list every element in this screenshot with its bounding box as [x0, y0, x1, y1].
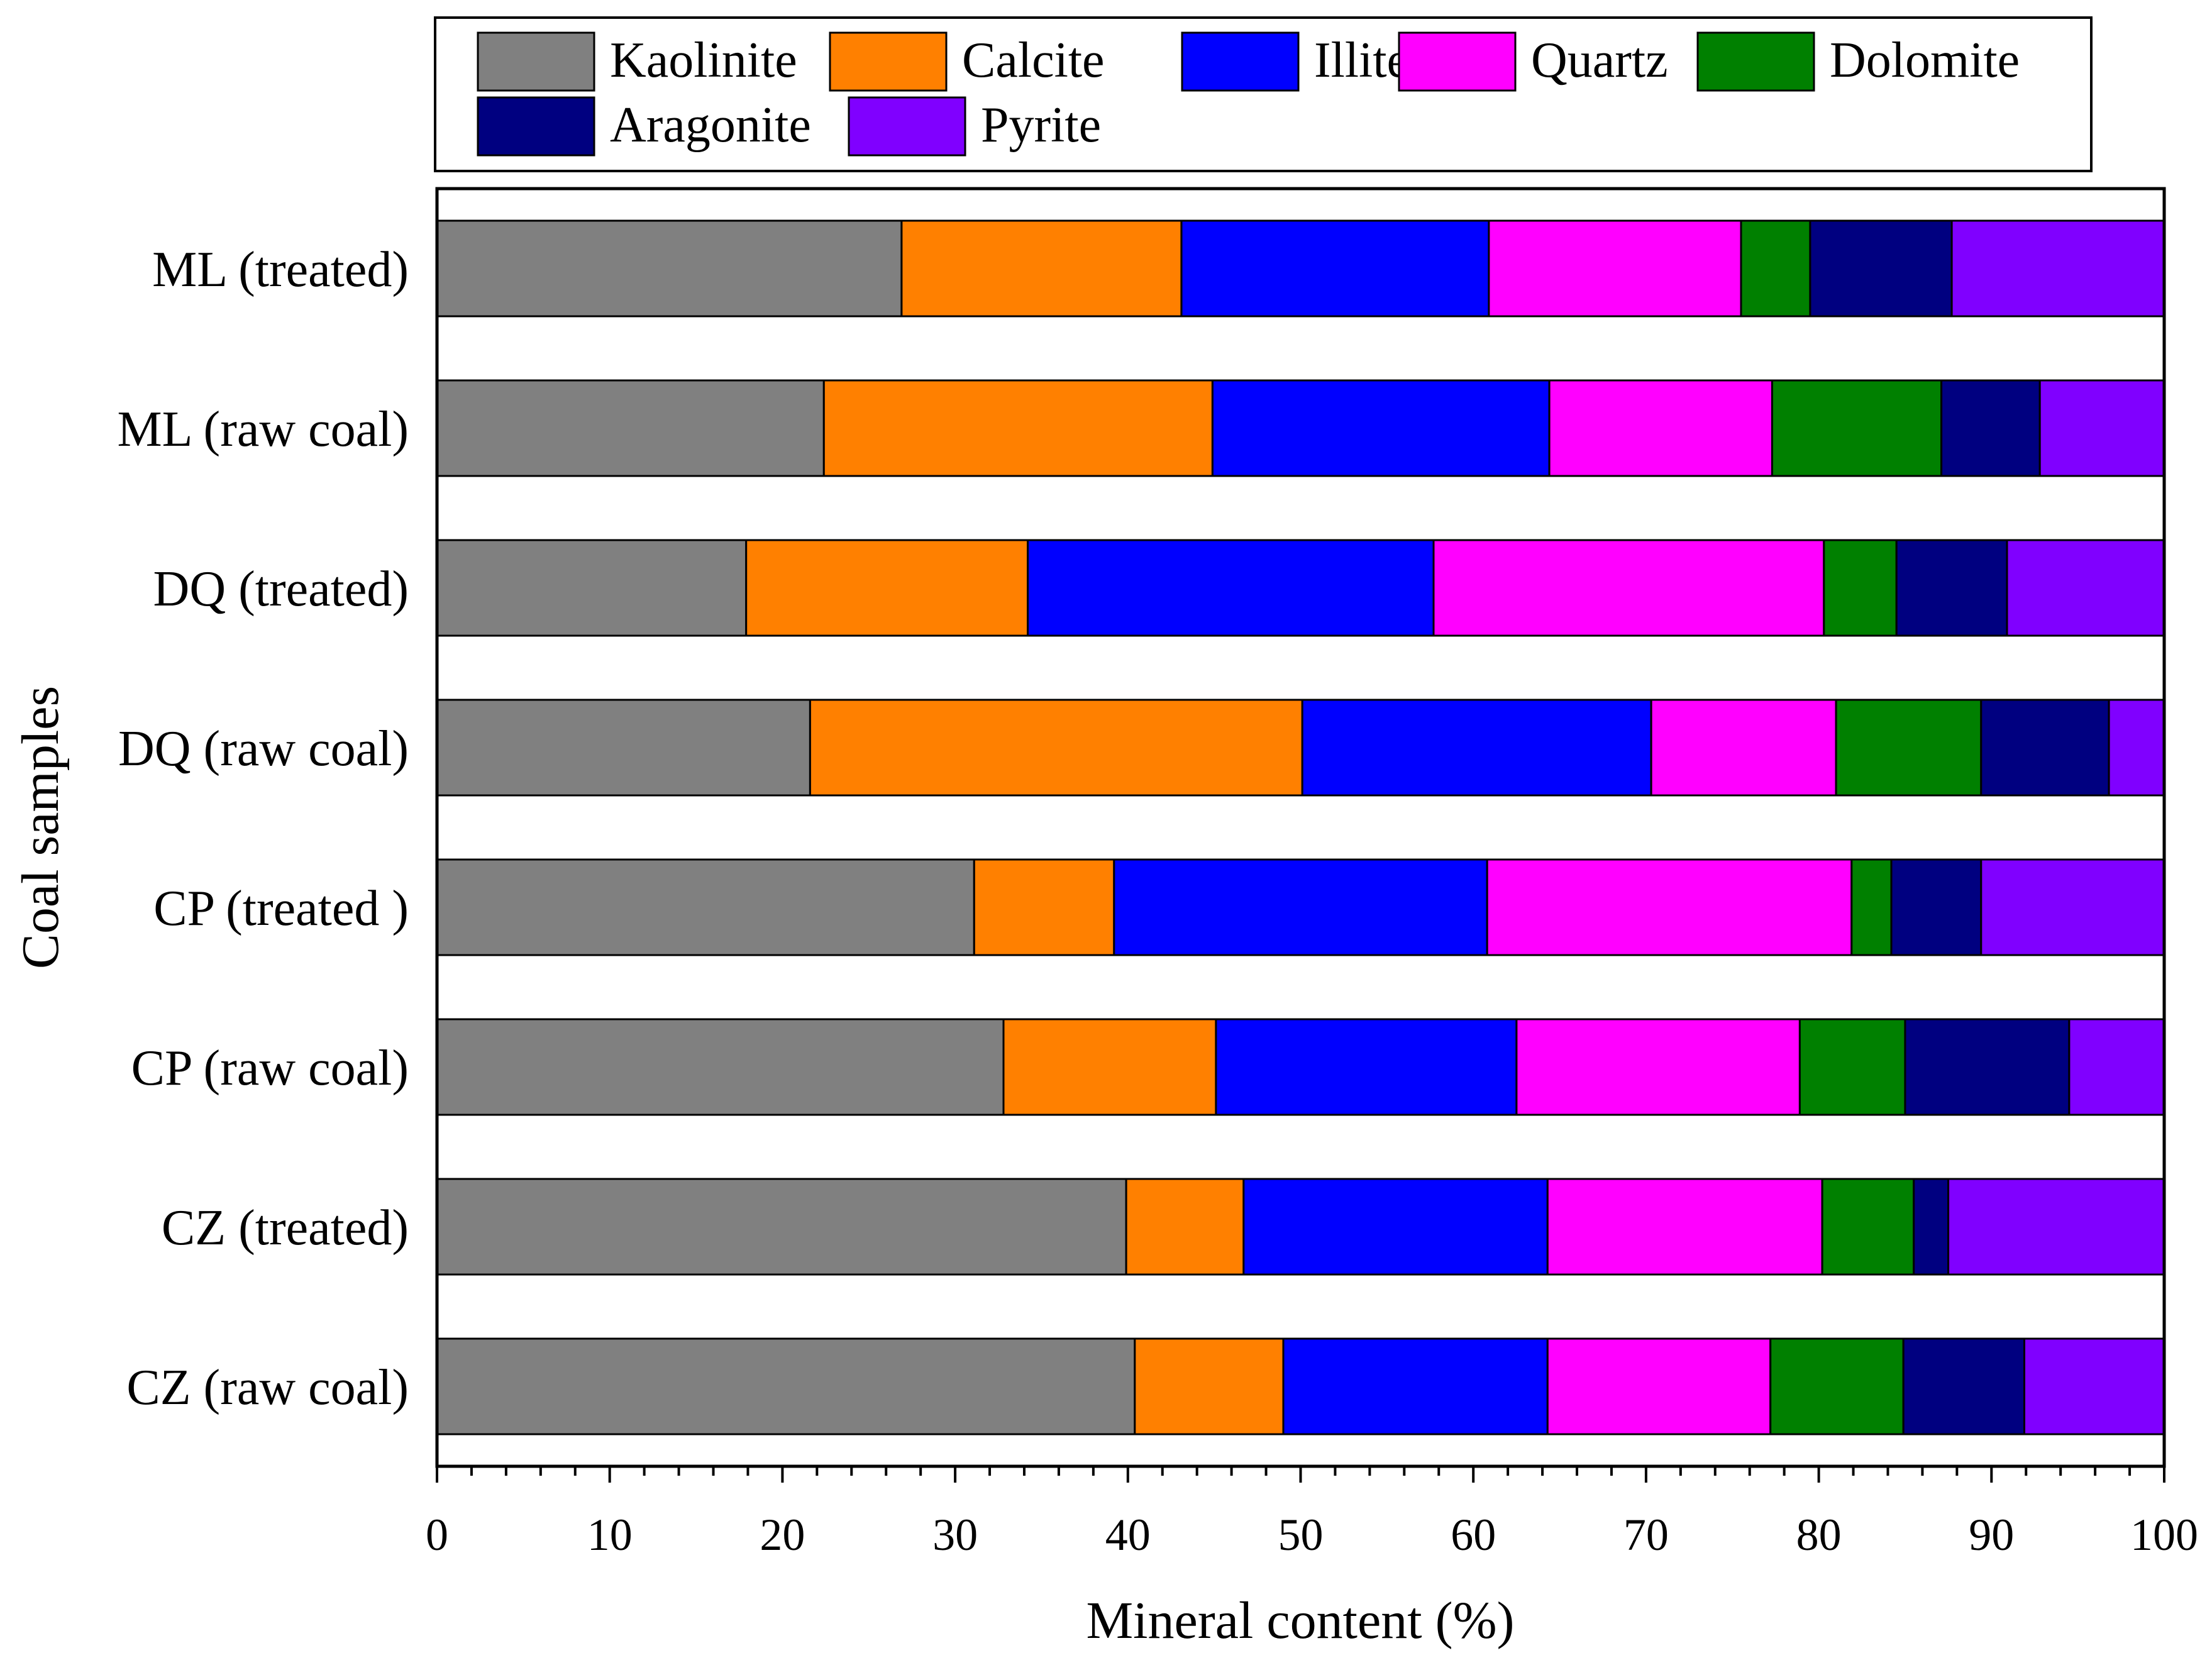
x-tick-label: 10: [587, 1510, 633, 1560]
legend-label-dolomite: Dolomite: [1830, 33, 2020, 88]
bar-cz-treated-kaolinite: [436, 1178, 1127, 1276]
bar-dq-treated-dolomite: [1823, 539, 1898, 637]
bar-dq-raw-coal-dolomite: [1835, 699, 1983, 797]
bar-cz-treated-quartz: [1546, 1178, 1823, 1276]
bar-dq-treated-pyrite: [2006, 539, 2165, 637]
legend-label-illite: Illite: [1314, 33, 1409, 88]
legend-label-quartz: Quartz: [1531, 33, 1668, 88]
y-axis-title: Coal samples: [11, 686, 70, 969]
legend-swatch-illite: [1181, 31, 1300, 92]
x-tick-label: 70: [1623, 1510, 1669, 1560]
legend-swatch-aragonite: [477, 96, 595, 157]
bar-cp-treated-aragonite: [1890, 858, 1983, 956]
legend-swatch-pyrite: [848, 96, 966, 157]
bar-dq-raw-coal-illite: [1301, 699, 1652, 797]
bar-cp-raw-coal-aragonite: [1904, 1018, 2071, 1116]
bar-cp-raw-coal-illite: [1215, 1018, 1518, 1116]
bar-ml-raw-coal-pyrite: [2038, 379, 2165, 477]
bar-dq-treated-aragonite: [1895, 539, 2008, 637]
x-tick-label: 40: [1105, 1510, 1151, 1560]
bar-cz-raw-coal-illite: [1282, 1337, 1549, 1435]
bar-cp-treated-illite: [1113, 858, 1488, 956]
bar-dq-raw-coal-pyrite: [2108, 699, 2165, 797]
bar-cp-treated-pyrite: [1980, 858, 2165, 956]
legend-label-kaolinite: Kaolinite: [610, 33, 797, 88]
bar-cz-treated-aragonite: [1913, 1178, 1950, 1276]
bar-ml-treated-aragonite: [1809, 219, 1953, 318]
y-tick-label: ML (treated): [152, 242, 409, 297]
bar-dq-treated-quartz: [1432, 539, 1825, 637]
bar-cp-treated-quartz: [1486, 858, 1853, 956]
bar-cz-raw-coal-calcite: [1134, 1337, 1285, 1435]
x-tick-label: 50: [1278, 1510, 1324, 1560]
legend-label-aragonite: Aragonite: [610, 97, 811, 153]
bar-ml-treated-kaolinite: [436, 219, 903, 318]
bar-ml-treated-dolomite: [1740, 219, 1811, 318]
bar-ml-treated-quartz: [1488, 219, 1742, 318]
x-axis: 0 10 20 30 40 50 60 70 80 90 100: [426, 1466, 2198, 1560]
bar-ml-raw-coal-calcite: [822, 379, 1214, 477]
x-tick-label: 90: [1969, 1510, 2014, 1560]
bar-cz-raw-coal-quartz: [1546, 1337, 1772, 1435]
y-tick-label: CZ (treated): [162, 1200, 409, 1256]
bar-cz-raw-coal-kaolinite: [436, 1337, 1136, 1435]
legend-label-calcite: Calcite: [962, 33, 1105, 88]
bar-cz-treated-calcite: [1125, 1178, 1245, 1276]
bar-cz-treated-pyrite: [1947, 1178, 2165, 1276]
bar-cz-raw-coal-pyrite: [2023, 1337, 2165, 1435]
bar-dq-treated-calcite: [745, 539, 1029, 637]
bar-cz-treated-illite: [1242, 1178, 1549, 1276]
bar-ml-treated-pyrite: [1950, 219, 2165, 318]
bar-cp-treated-kaolinite: [436, 858, 975, 956]
y-tick-label: CP (treated ): [153, 881, 409, 936]
bar-cp-treated-dolomite: [1850, 858, 1893, 956]
x-tick-label: 60: [1451, 1510, 1496, 1560]
bar-cp-raw-coal-dolomite: [1798, 1018, 1906, 1116]
bar-cp-raw-coal-calcite: [1002, 1018, 1217, 1116]
bar-cp-raw-coal-pyrite: [2068, 1018, 2165, 1116]
bar-ml-raw-coal-kaolinite: [436, 379, 825, 477]
bar-cp-raw-coal-kaolinite: [436, 1018, 1005, 1116]
legend-swatch-dolomite: [1696, 31, 1815, 92]
x-tick-label: 80: [1796, 1510, 1842, 1560]
y-axis: ML (treated) ML (raw coal) DQ (treated) DQ …: [118, 242, 409, 1415]
bar-cz-raw-coal-aragonite: [1902, 1337, 2025, 1435]
bar-ml-treated-illite: [1180, 219, 1490, 318]
bar-ml-raw-coal-aragonite: [1940, 379, 2041, 477]
legend-label-pyrite: Pyrite: [981, 97, 1101, 153]
legend-swatch-quartz: [1398, 31, 1517, 92]
legend: Kaolinite Calcite Illite Quartz Dolomite Arag…: [434, 16, 2093, 172]
bar-cz-treated-dolomite: [1821, 1178, 1915, 1276]
x-axis-title: Mineral content (%): [1086, 1591, 1514, 1650]
bars: [436, 219, 2165, 1435]
bar-ml-raw-coal-dolomite: [1771, 379, 1943, 477]
bar-cz-raw-coal-dolomite: [1769, 1337, 1905, 1435]
x-tick-label: 30: [932, 1510, 978, 1560]
bar-dq-treated-kaolinite: [436, 539, 748, 637]
y-tick-label: CP (raw coal): [131, 1041, 409, 1096]
y-tick-label: CZ (raw coal): [126, 1360, 409, 1415]
bar-dq-raw-coal-kaolinite: [436, 699, 811, 797]
bar-ml-treated-calcite: [900, 219, 1183, 318]
bar-dq-treated-illite: [1027, 539, 1435, 637]
y-tick-label: DQ (raw coal): [118, 721, 409, 777]
bar-dq-raw-coal-calcite: [809, 699, 1303, 797]
legend-swatch-calcite: [829, 31, 948, 92]
x-tick-label: 0: [426, 1510, 448, 1560]
y-tick-label: DQ (treated): [153, 561, 409, 617]
y-tick-label: ML (raw coal): [118, 402, 409, 457]
bar-cp-raw-coal-quartz: [1515, 1018, 1801, 1116]
bar-dq-raw-coal-quartz: [1650, 699, 1837, 797]
bar-ml-raw-coal-illite: [1211, 379, 1551, 477]
bar-cp-treated-calcite: [973, 858, 1115, 956]
x-tick-label: 20: [760, 1510, 805, 1560]
x-tick-label: 100: [2130, 1510, 2198, 1560]
legend-swatch-kaolinite: [477, 31, 595, 92]
bar-ml-raw-coal-quartz: [1548, 379, 1774, 477]
bar-dq-raw-coal-aragonite: [1980, 699, 2110, 797]
